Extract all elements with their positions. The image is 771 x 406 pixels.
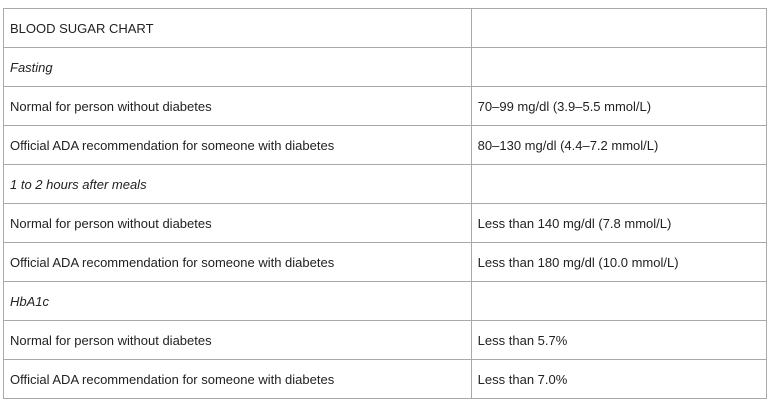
section-heading-row: HbA1c (3, 281, 768, 321)
empty-cell (470, 8, 768, 48)
table-row: Normal for person without diabetes Less … (3, 203, 768, 243)
row-value: Less than 140 mg/dl (7.8 mmol/L) (470, 203, 768, 243)
row-label: Official ADA recommendation for someone … (3, 359, 472, 399)
empty-cell (470, 47, 768, 87)
row-value: Less than 5.7% (470, 320, 768, 360)
row-value: Less than 7.0% (470, 359, 768, 399)
section-heading-row: 1 to 2 hours after meals (3, 164, 768, 204)
row-label: Official ADA recommendation for someone … (3, 125, 472, 165)
row-label: Normal for person without diabetes (3, 86, 472, 126)
table-row: Normal for person without diabetes Less … (3, 320, 768, 360)
section-heading-row: Fasting (3, 47, 768, 87)
row-value: 70–99 mg/dl (3.9–5.5 mmol/L) (470, 86, 768, 126)
table-title-row: BLOOD SUGAR CHART (3, 8, 768, 48)
row-label: Normal for person without diabetes (3, 320, 472, 360)
row-value: Less than 180 mg/dl (10.0 mmol/L) (470, 242, 768, 282)
section-heading-fasting: Fasting (3, 47, 472, 87)
row-label: Official ADA recommendation for someone … (3, 242, 472, 282)
table-row: Official ADA recommendation for someone … (3, 125, 768, 165)
table-title: BLOOD SUGAR CHART (3, 8, 472, 48)
section-heading-hba1c: HbA1c (3, 281, 472, 321)
blood-sugar-table: BLOOD SUGAR CHART Fasting Normal for per… (3, 8, 768, 399)
table-row: Official ADA recommendation for someone … (3, 359, 768, 399)
section-heading-after-meals: 1 to 2 hours after meals (3, 164, 472, 204)
table-row: Official ADA recommendation for someone … (3, 242, 768, 282)
row-label: Normal for person without diabetes (3, 203, 472, 243)
empty-cell (470, 281, 768, 321)
table-row: Normal for person without diabetes 70–99… (3, 86, 768, 126)
empty-cell (470, 164, 768, 204)
row-value: 80–130 mg/dl (4.4–7.2 mmol/L) (470, 125, 768, 165)
